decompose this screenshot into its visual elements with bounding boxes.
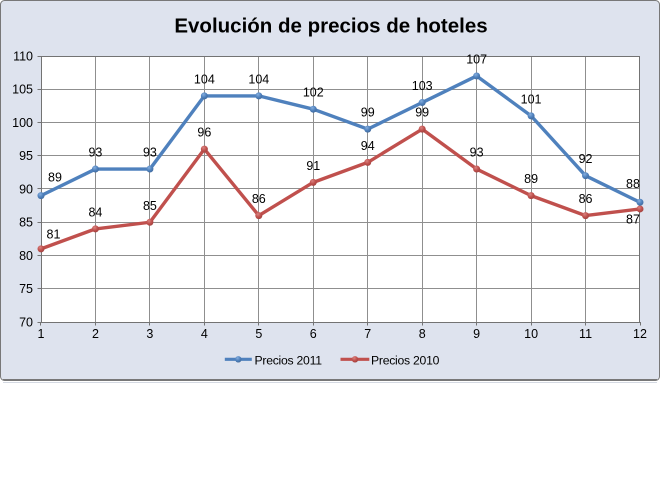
svg-text:87: 87 — [626, 213, 640, 227]
svg-text:107: 107 — [466, 52, 487, 66]
svg-text:89: 89 — [524, 172, 538, 186]
svg-text:4: 4 — [201, 327, 208, 341]
svg-text:103: 103 — [412, 79, 433, 93]
svg-text:84: 84 — [88, 205, 102, 219]
svg-text:88: 88 — [626, 177, 640, 191]
svg-text:93: 93 — [88, 146, 102, 160]
svg-text:101: 101 — [521, 92, 542, 106]
svg-text:90: 90 — [19, 182, 33, 196]
svg-text:102: 102 — [303, 86, 324, 100]
svg-text:12: 12 — [633, 327, 647, 341]
svg-text:Evolución de precios de hotele: Evolución de precios de hoteles — [174, 15, 487, 38]
svg-text:7: 7 — [364, 327, 371, 341]
svg-text:6: 6 — [310, 327, 317, 341]
svg-text:2: 2 — [92, 327, 99, 341]
svg-text:99: 99 — [415, 106, 429, 120]
svg-text:99: 99 — [361, 106, 375, 120]
svg-text:75: 75 — [19, 282, 33, 296]
svg-text:95: 95 — [19, 149, 33, 163]
svg-text:Precios 2010: Precios 2010 — [371, 353, 440, 367]
svg-text:70: 70 — [19, 315, 33, 329]
svg-text:110: 110 — [13, 49, 33, 63]
svg-text:5: 5 — [255, 327, 262, 341]
svg-text:100: 100 — [12, 116, 33, 130]
svg-text:93: 93 — [143, 146, 157, 160]
svg-text:89: 89 — [48, 171, 62, 185]
svg-text:1: 1 — [38, 327, 45, 341]
svg-text:10: 10 — [524, 327, 538, 341]
svg-text:11: 11 — [579, 327, 592, 341]
svg-text:85: 85 — [143, 199, 157, 213]
svg-text:81: 81 — [47, 228, 61, 242]
svg-text:92: 92 — [579, 152, 593, 166]
svg-text:Precios 2011: Precios 2011 — [255, 353, 323, 367]
svg-text:86: 86 — [252, 192, 266, 206]
svg-text:93: 93 — [470, 146, 484, 160]
svg-text:86: 86 — [579, 192, 593, 206]
svg-text:94: 94 — [361, 139, 375, 153]
svg-text:105: 105 — [12, 83, 33, 97]
svg-text:91: 91 — [306, 159, 320, 173]
svg-text:80: 80 — [19, 249, 33, 263]
svg-text:96: 96 — [197, 126, 211, 140]
svg-text:9: 9 — [473, 327, 480, 341]
svg-text:8: 8 — [419, 327, 426, 341]
svg-text:85: 85 — [19, 216, 33, 230]
svg-text:3: 3 — [146, 327, 153, 341]
svg-text:104: 104 — [194, 72, 215, 86]
svg-text:104: 104 — [248, 72, 269, 86]
